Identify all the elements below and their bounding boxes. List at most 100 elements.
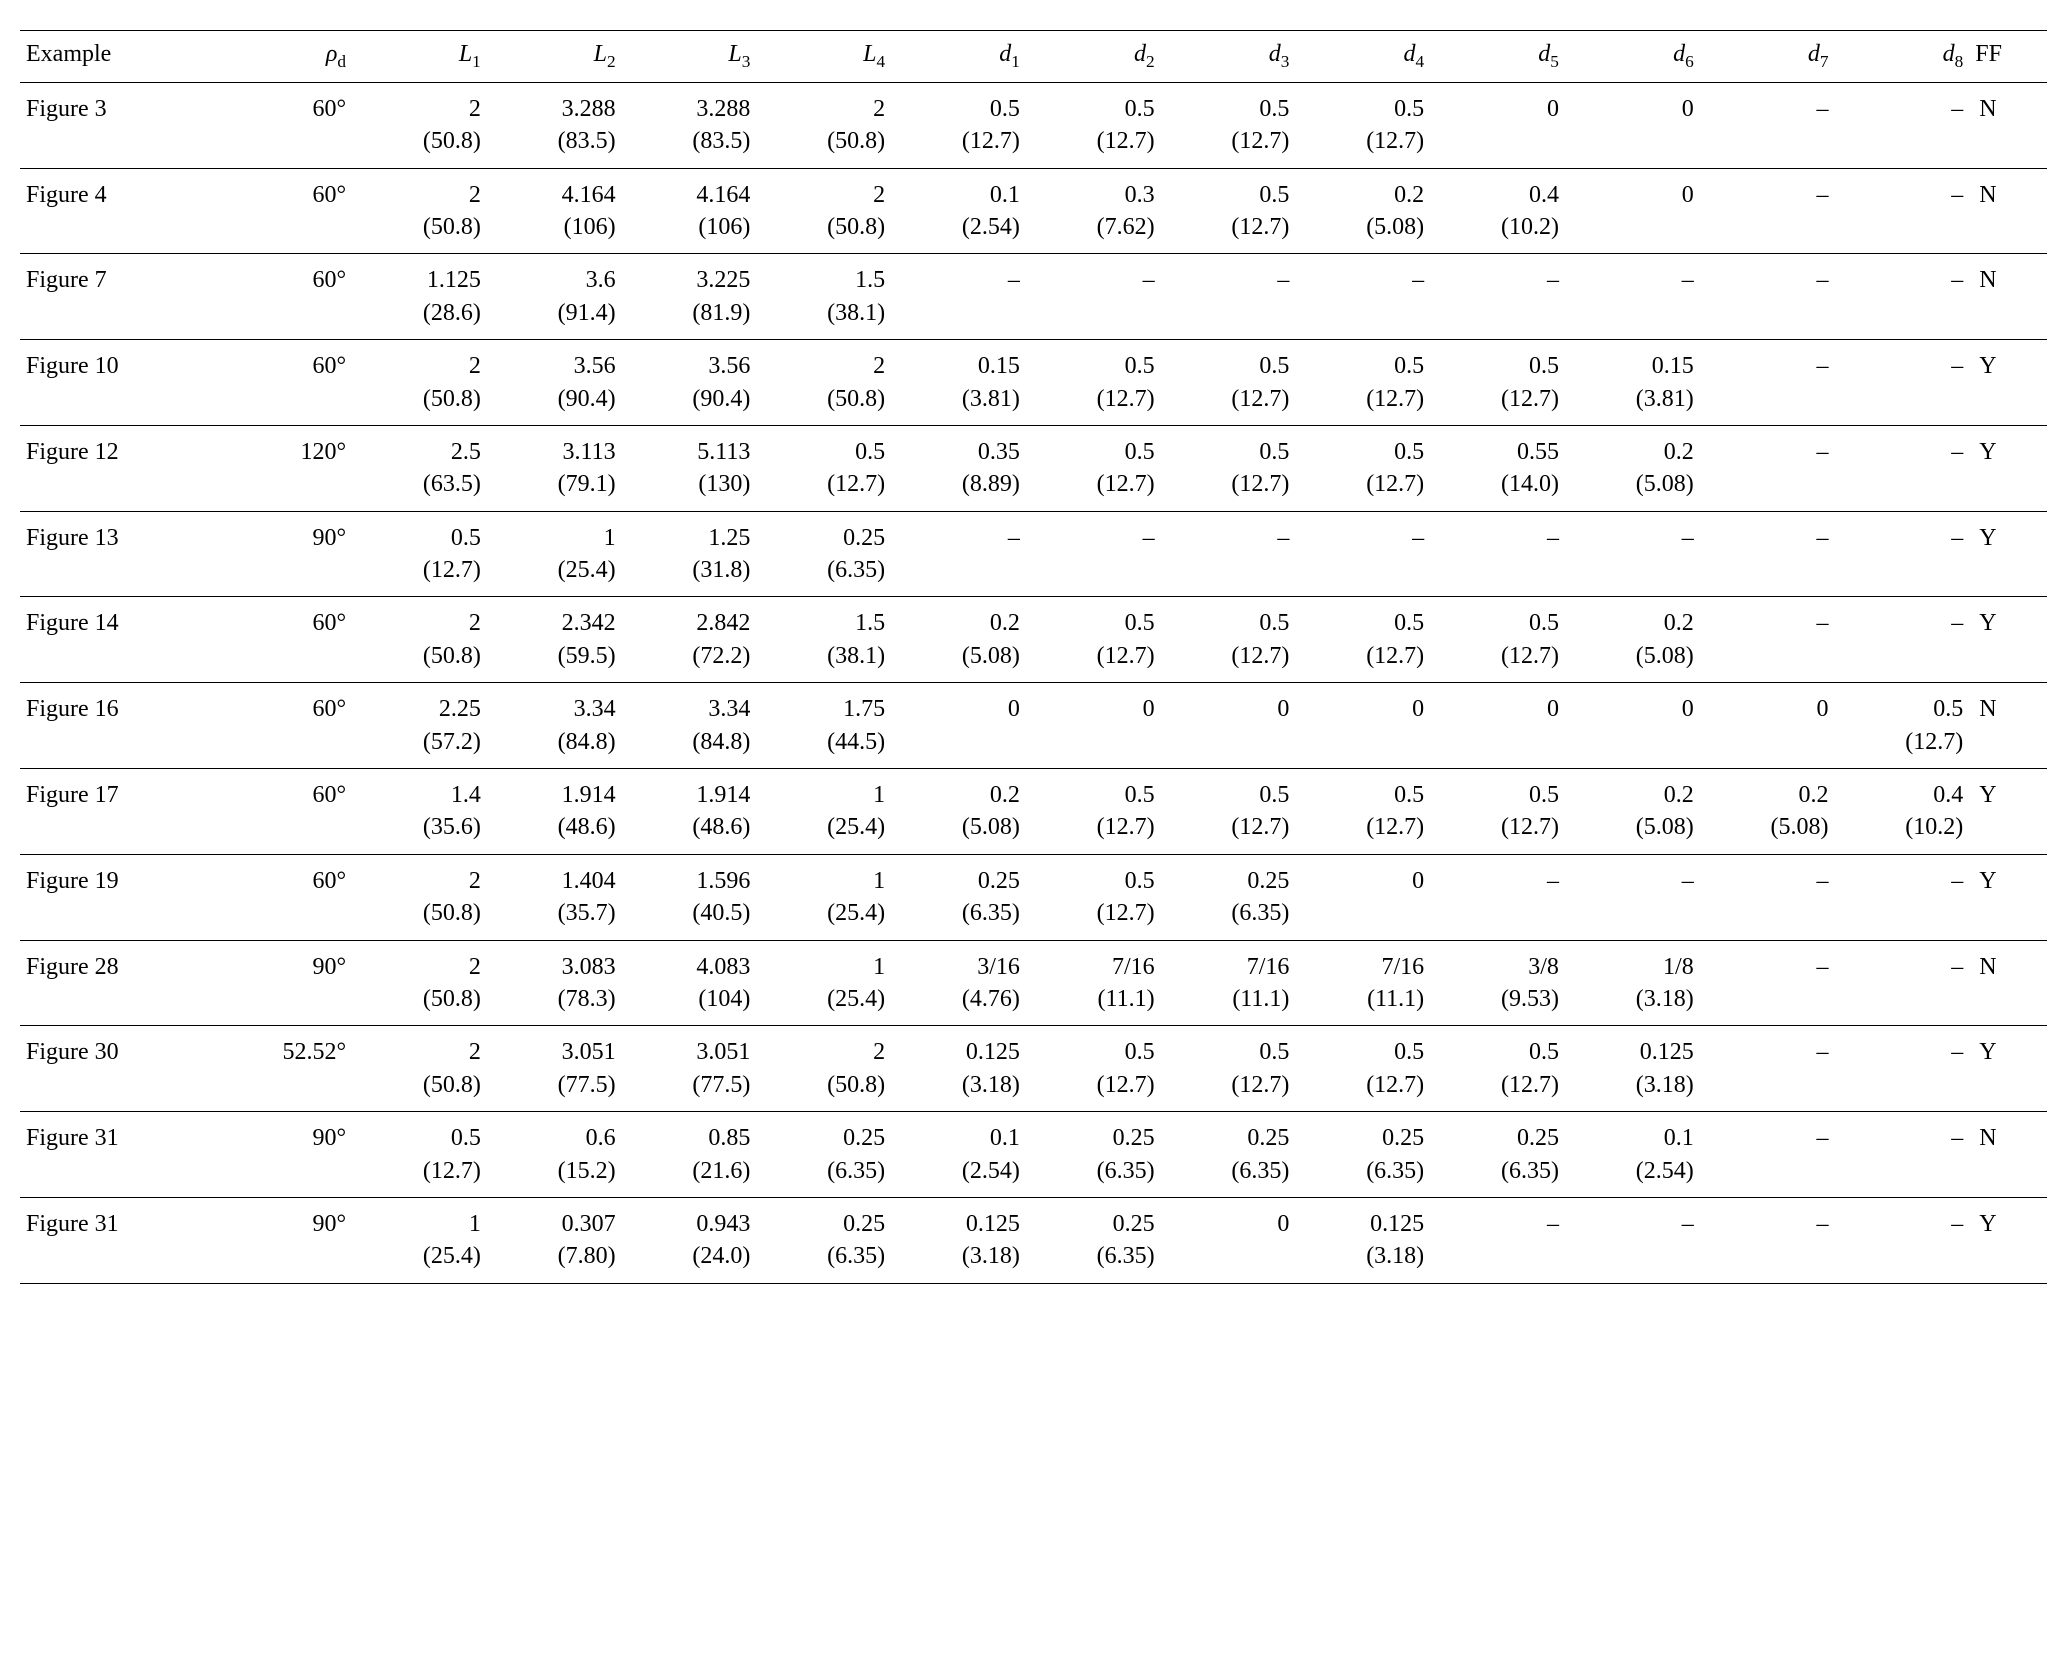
cell-d5: 0.25(6.35)	[1430, 1112, 1565, 1198]
parameters-table: ExampleρdL1L2L3L4d1d2d3d4d5d6d7d8FF Figu…	[20, 30, 2047, 1284]
cell-d8: –	[1834, 340, 1969, 426]
cell-value-main: 0.5	[1032, 436, 1155, 468]
cell-rho: 90°	[218, 940, 352, 1026]
cell-example: Figure 13	[20, 511, 218, 597]
cell-value-secondary: (6.35)	[1032, 1240, 1155, 1272]
cell-d4: 0	[1295, 683, 1430, 769]
cell-value-secondary: (90.4)	[628, 383, 751, 415]
cell-value-main: –	[1840, 607, 1963, 639]
cell-value-main: 2	[762, 93, 885, 125]
cell-value-secondary: (3.81)	[1571, 383, 1694, 415]
cell-value: Figure 13	[26, 522, 212, 554]
table-row: Figure 1390°0.5(12.7)1(25.4)1.25(31.8)0.…	[20, 511, 2047, 597]
cell-value-main: 0.2	[1571, 436, 1694, 468]
cell-value-main: 3.34	[628, 693, 751, 725]
cell-value: Figure 16	[26, 693, 212, 725]
cell-value-secondary: (35.7)	[493, 897, 616, 929]
cell-d6: –	[1565, 254, 1700, 340]
cell-value-main: 0.55	[1436, 436, 1559, 468]
cell-value-main: –	[1436, 264, 1559, 296]
cell-value-main: 0.5	[1167, 350, 1290, 382]
cell-value-main: –	[1706, 179, 1829, 211]
cell-d8: –	[1834, 425, 1969, 511]
cell-d7: –	[1700, 511, 1835, 597]
cell-value: 60°	[224, 264, 346, 296]
cell-value-main: 0.125	[897, 1036, 1020, 1068]
cell-value-secondary: (25.4)	[762, 897, 885, 929]
cell-d2: 7/16(11.1)	[1026, 940, 1161, 1026]
cell-d8: –	[1834, 1026, 1969, 1112]
cell-value: Y	[1979, 350, 2041, 382]
cell-value-main: 0.5	[897, 93, 1020, 125]
cell-value-main: 0.5	[1436, 779, 1559, 811]
cell-d1: 0.125(3.18)	[891, 1197, 1026, 1283]
cell-value-secondary: (78.3)	[493, 983, 616, 1015]
cell-value-main: 3.56	[493, 350, 616, 382]
cell-value-secondary: (10.2)	[1840, 811, 1963, 843]
cell-value-secondary: (25.4)	[493, 554, 616, 586]
cell-value-secondary: (3.81)	[897, 383, 1020, 415]
cell-L3: 0.85(21.6)	[622, 1112, 757, 1198]
cell-value-secondary: (6.35)	[762, 1155, 885, 1187]
cell-value-secondary: (3.18)	[1571, 983, 1694, 1015]
cell-d8: –	[1834, 254, 1969, 340]
cell-value-secondary: (5.08)	[1301, 211, 1424, 243]
cell-L3: 4.164(106)	[622, 168, 757, 254]
cell-value-main: 7/16	[1301, 951, 1424, 983]
cell-d3: 0.5(12.7)	[1161, 168, 1296, 254]
cell-d3: –	[1161, 511, 1296, 597]
cell-value-secondary: (7.80)	[493, 1240, 616, 1272]
cell-value-main: 2.342	[493, 607, 616, 639]
cell-value-secondary: (83.5)	[493, 125, 616, 157]
cell-L2: 1(25.4)	[487, 511, 622, 597]
cell-d1: 0.5(12.7)	[891, 82, 1026, 168]
cell-d8: 0.5(12.7)	[1834, 683, 1969, 769]
cell-value-main: 0.5	[1032, 865, 1155, 897]
cell-value-main: 1/8	[1571, 951, 1694, 983]
cell-d2: 0.3(7.62)	[1026, 168, 1161, 254]
table-row: Figure 3190°1(25.4)0.307(7.80)0.943(24.0…	[20, 1197, 2047, 1283]
cell-value-main: 0.25	[1167, 1122, 1290, 1154]
cell-value-main: –	[1571, 1208, 1694, 1240]
cell-ff: Y	[1969, 511, 2047, 597]
cell-value-secondary: (83.5)	[628, 125, 751, 157]
cell-L1: 2.5(63.5)	[352, 425, 487, 511]
cell-d1: 0.15(3.81)	[891, 340, 1026, 426]
cell-value-main: –	[1571, 264, 1694, 296]
cell-value-secondary: (6.35)	[897, 897, 1020, 929]
cell-value-main: 0.5	[1436, 350, 1559, 382]
cell-d1: 0	[891, 683, 1026, 769]
cell-value-secondary: (2.54)	[1571, 1155, 1694, 1187]
cell-d2: 0.5(12.7)	[1026, 597, 1161, 683]
cell-value-secondary: (12.7)	[1032, 383, 1155, 415]
cell-d5: 0.5(12.7)	[1430, 597, 1565, 683]
cell-ff: Y	[1969, 425, 2047, 511]
cell-value-main: 2	[762, 350, 885, 382]
cell-value-main: 0.3	[1032, 179, 1155, 211]
cell-value-secondary: (50.8)	[762, 125, 885, 157]
cell-d4: 0.5(12.7)	[1295, 425, 1430, 511]
col-d5: d5	[1430, 31, 1565, 83]
cell-value-main: 0	[1571, 93, 1694, 125]
table-row: Figure 3052.52°2(50.8)3.051(77.5)3.051(7…	[20, 1026, 2047, 1112]
col-d8: d8	[1834, 31, 1969, 83]
cell-d5: 0.5(12.7)	[1430, 340, 1565, 426]
cell-value: Y	[1979, 779, 2041, 811]
cell-d5: –	[1430, 511, 1565, 597]
cell-value-secondary: (12.7)	[1301, 1069, 1424, 1101]
cell-value-main: 0.5	[1301, 1036, 1424, 1068]
cell-rho: 90°	[218, 511, 352, 597]
cell-d4: 0.25(6.35)	[1295, 1112, 1430, 1198]
cell-value-main: –	[1706, 93, 1829, 125]
cell-value-secondary: (12.7)	[1032, 1069, 1155, 1101]
cell-value-main: 0.5	[1032, 1036, 1155, 1068]
cell-d1: –	[891, 254, 1026, 340]
cell-d3: 0.25(6.35)	[1161, 854, 1296, 940]
cell-ff: N	[1969, 82, 2047, 168]
cell-value: Figure 4	[26, 179, 212, 211]
cell-value: 60°	[224, 93, 346, 125]
cell-value-main: –	[1840, 264, 1963, 296]
cell-value-main: 0.5	[1301, 436, 1424, 468]
cell-value-secondary: (6.35)	[1167, 897, 1290, 929]
cell-L1: 1(25.4)	[352, 1197, 487, 1283]
